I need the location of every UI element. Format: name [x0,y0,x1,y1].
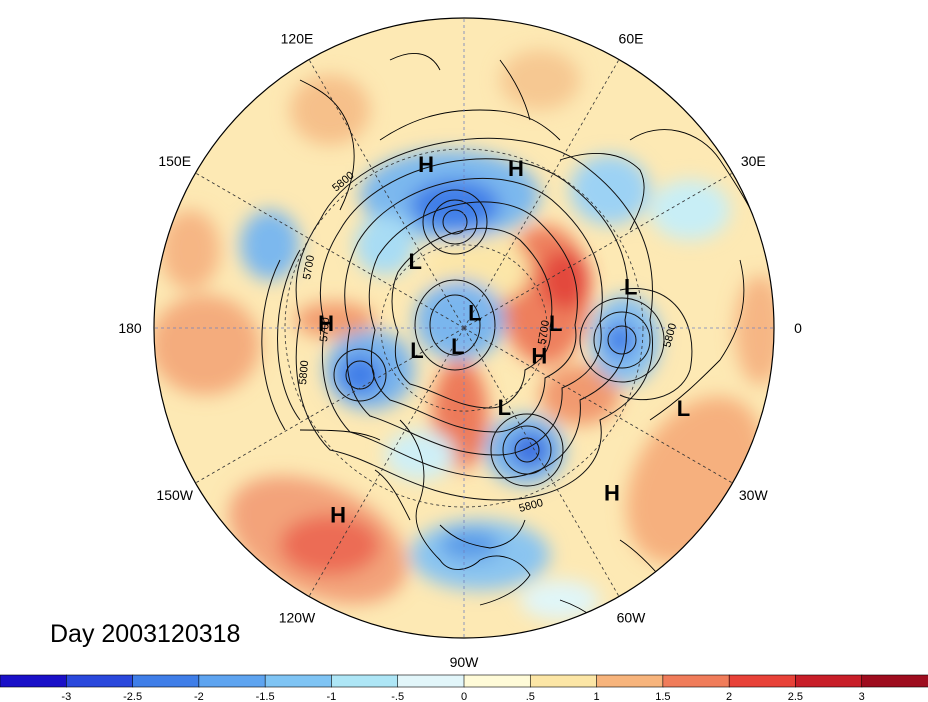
colorbar-box [728,674,797,688]
longitude-label: 30W [739,487,769,503]
meridian-line [195,172,465,329]
low-pressure-marker: L [624,274,637,299]
colorbar-tick-label: 1 [594,691,600,702]
colorbar-tick-label: -2 [194,691,204,702]
low-pressure-marker: L [451,334,464,359]
low-pressure-marker: L [408,249,421,274]
meridian-line [308,59,465,329]
polar-stereographic-map: 5800 5700 5700 5800 5700 5800 5800 H HLLL… [118,0,802,670]
colorbar-boxes [0,674,928,688]
graticule [154,18,774,638]
longitude-label: 120E [281,31,314,47]
low-pressure-marker: L [677,396,690,421]
colorbar-tick-label: -.5 [391,691,404,702]
longitude-label: 150E [158,153,191,169]
high-pressure-marker: H [531,343,547,368]
contour-label: 5700 [318,317,332,342]
colorbar-tick-label: 2.5 [788,691,803,702]
longitude-label: 90W [450,654,480,670]
colorbar-box [331,674,399,688]
colorbar-box [198,674,266,688]
meridian-line [463,327,620,597]
contour-label: 5700 [301,254,317,280]
longitude-label: 180 [118,320,142,336]
colorbar-tick-label: 2 [726,691,732,702]
colorbar-tick-label: 0 [461,691,467,702]
longitude-label: 60W [617,609,647,625]
colorbar-box [65,674,134,688]
latitude-circle [380,244,548,412]
map-boundary [153,17,775,639]
meridian-line [463,59,620,329]
colorbar-box [264,674,333,688]
longitude-labels: 90E 60E 30E 0 30W 60W 90W 120W 150W 180 150E 120E [118,0,802,670]
low-pressure-marker: L [498,395,511,420]
coastlines [299,53,771,638]
high-pressure-marker: H [330,503,346,528]
high-pressure-marker: H [318,311,334,336]
colorbar-tick-label: 3 [859,691,865,702]
colorbar-box [596,674,664,688]
colorbar-box [861,674,928,688]
meridian-line [195,327,465,484]
colorbar-tick-label: -2.5 [123,691,142,702]
colorbar-ticks: -3 -2.5 -2 -1.5 -1 -.5 0 .5 1 1.5 2 2.5 3 [61,691,864,702]
low-pressure-marker: L [468,301,481,326]
colorbar-box [0,674,67,688]
low-pressure-marker: L [549,311,562,336]
colorbar-tick-label: -1.5 [256,691,275,702]
height-contours [261,137,693,501]
longitude-label: 120W [279,609,316,625]
longitude-label: 90E [452,0,477,2]
colorbar-box [529,674,598,688]
longitude-label: 150W [156,487,193,503]
colorbar-box [463,674,531,688]
page-title: Day 2003120318 [50,620,241,648]
colorbar-tick-label: -1 [327,691,337,702]
meridian-line [463,327,733,484]
meridian-line [308,327,465,597]
latitude-circle [284,148,644,508]
contour-label: 5800 [297,360,311,385]
colorbar-tick-label: -3 [61,691,71,702]
colorbar: -3 -2.5 -2 -1.5 -1 -.5 0 .5 1 1.5 2 2.5 3 [0,674,928,702]
contour-label: 5700 [536,319,552,345]
colorbar-tick-label: 1.5 [655,691,670,702]
meridian-line [463,172,733,329]
colorbar-box [795,674,863,688]
high-pressure-marker: H [508,156,524,181]
longitude-label: 60E [619,31,644,47]
longitude-label: 30E [741,153,766,169]
high-pressure-marker: H [604,480,620,505]
colorbar-box [132,674,200,688]
high-pressure-marker: H [418,152,434,177]
colorbar-tick-label: .5 [526,691,535,702]
longitude-label: 0 [794,320,802,336]
colorbar-box [662,674,730,688]
colorbar-box [397,674,465,688]
low-pressure-marker: L [410,338,423,363]
